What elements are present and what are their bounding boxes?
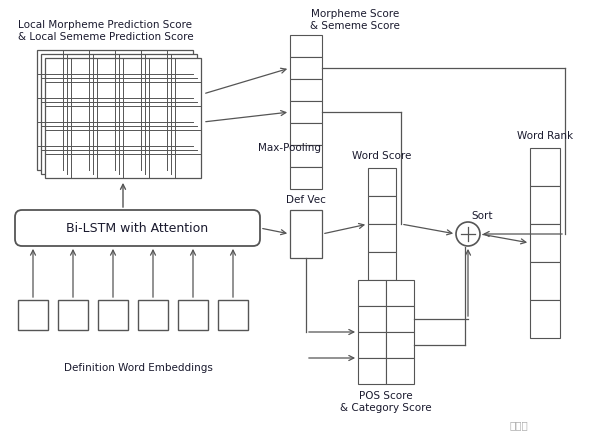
Bar	[290, 57, 322, 79]
Text: POS Score
& Category Score: POS Score & Category Score	[340, 391, 432, 413]
Bar	[45, 58, 201, 178]
Text: Local Morpheme Prediction Score
& Local Sememe Prediction Score: Local Morpheme Prediction Score & Local …	[18, 20, 194, 42]
Bar	[37, 50, 193, 170]
Bar	[530, 300, 560, 338]
Bar	[386, 280, 414, 306]
Text: Morpheme Score
& Sememe Score: Morpheme Score & Sememe Score	[310, 9, 400, 31]
Bar	[138, 300, 168, 330]
Bar	[386, 332, 414, 358]
Bar	[530, 186, 560, 224]
FancyBboxPatch shape	[15, 210, 260, 246]
Text: Word Rank: Word Rank	[517, 131, 573, 141]
Bar	[368, 252, 396, 280]
Text: 量子位: 量子位	[510, 420, 529, 430]
Bar	[98, 300, 128, 330]
Bar	[41, 54, 197, 174]
Bar	[178, 300, 208, 330]
Bar	[368, 224, 396, 252]
Bar	[358, 306, 386, 332]
Text: Max-Pooling: Max-Pooling	[258, 143, 321, 153]
Bar	[530, 148, 560, 186]
Text: Def Vec: Def Vec	[286, 195, 326, 205]
Bar	[358, 332, 386, 358]
Bar	[386, 358, 414, 384]
Bar	[290, 210, 322, 258]
Text: Word Score: Word Score	[352, 151, 412, 161]
Bar	[290, 167, 322, 189]
Bar	[386, 306, 414, 332]
Bar	[290, 79, 322, 101]
Bar	[290, 101, 322, 123]
Text: Sort: Sort	[471, 211, 493, 221]
Bar	[290, 145, 322, 167]
Bar	[358, 280, 386, 306]
Bar	[18, 300, 48, 330]
Bar	[358, 358, 386, 384]
Bar	[58, 300, 88, 330]
Text: Definition Word Embeddings: Definition Word Embeddings	[64, 363, 212, 373]
Bar	[218, 300, 248, 330]
Text: Bi-LSTM with Attention: Bi-LSTM with Attention	[67, 221, 209, 235]
Bar	[290, 35, 322, 57]
Bar	[290, 123, 322, 145]
Bar	[368, 168, 396, 196]
Bar	[368, 196, 396, 224]
Bar	[530, 262, 560, 300]
Bar	[530, 224, 560, 262]
